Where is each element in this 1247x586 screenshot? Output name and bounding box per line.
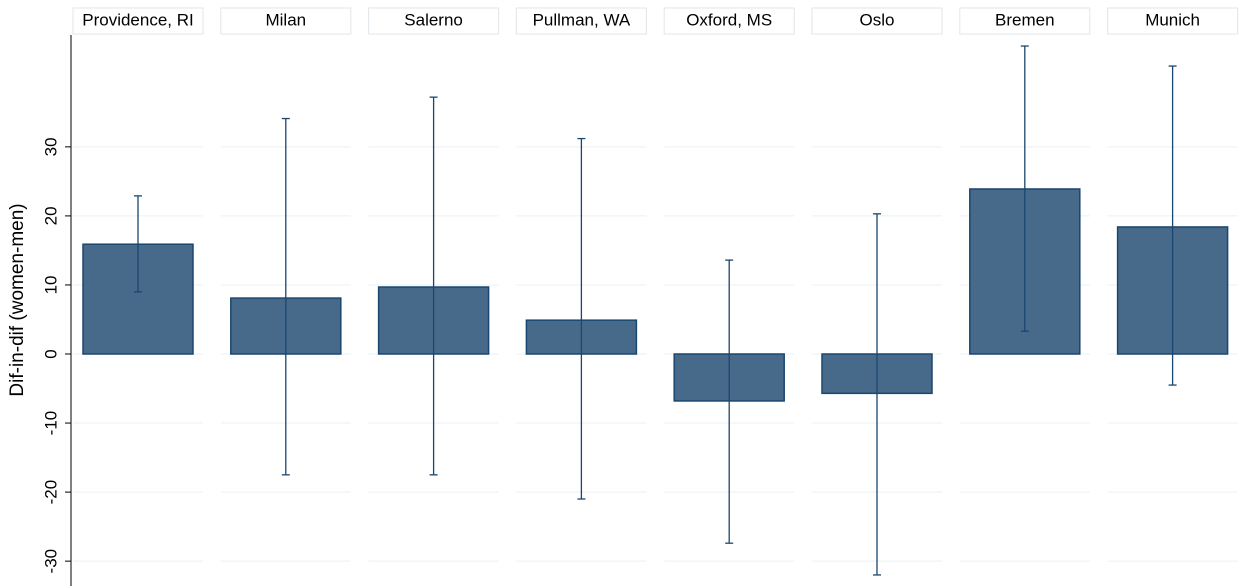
y-tick-label: -20 <box>41 480 60 505</box>
panel-title: Munich <box>1145 10 1200 29</box>
panel-header <box>811 7 943 35</box>
y-tick-label: 30 <box>41 137 60 156</box>
panel-header <box>663 7 795 35</box>
panel-header <box>220 7 352 35</box>
panel-title: Oxford, MS <box>686 10 772 29</box>
panel-header <box>959 7 1091 35</box>
panel-title: Bremen <box>995 10 1055 29</box>
panel-title: Pullman, WA <box>533 10 631 29</box>
y-tick-label: 0 <box>41 349 60 358</box>
y-axis-title: Dif-in-dif (women-men) <box>7 203 28 396</box>
y-tick-label: -10 <box>41 411 60 436</box>
panel-header <box>368 7 500 35</box>
panel-title: Oslo <box>860 10 895 29</box>
panel-header <box>72 7 204 35</box>
panel-title: Salerno <box>404 10 463 29</box>
y-tick-label: 10 <box>41 275 60 294</box>
panel-title: Milan <box>265 10 306 29</box>
y-tick-label: -30 <box>41 549 60 574</box>
y-tick-label: 20 <box>41 206 60 225</box>
panel-title: Providence, RI <box>82 10 194 29</box>
panel-header <box>1107 7 1239 35</box>
panel-header <box>515 7 647 35</box>
